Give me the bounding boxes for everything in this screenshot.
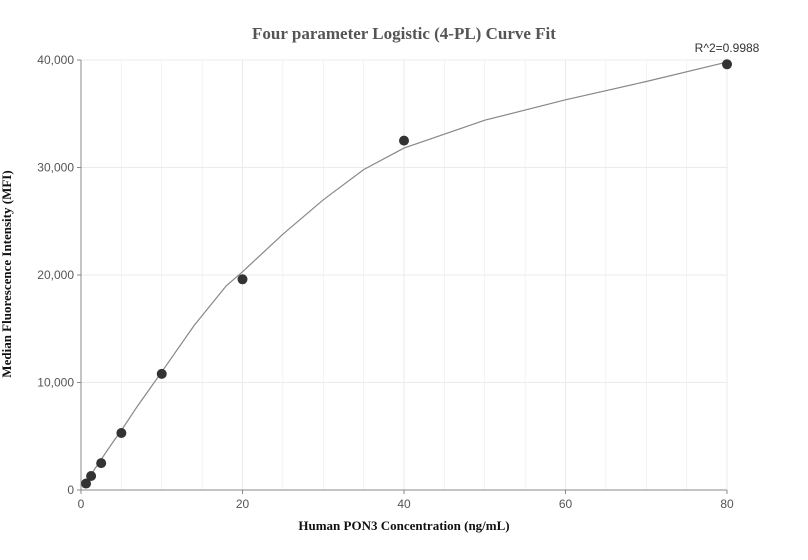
x-tick-label: 0 [78, 497, 85, 511]
x-axis-label: Human PON3 Concentration (ng/mL) [298, 518, 509, 533]
data-points [81, 59, 732, 489]
data-point [96, 458, 107, 469]
data-point [399, 135, 409, 146]
y-tick-label: 20,000 [37, 268, 74, 282]
y-tick-label: 40,000 [37, 53, 74, 67]
x-tick-label: 60 [559, 497, 573, 511]
tick-labels: 0 20 40 60 80 0 10,000 20,000 30,000 40,000 [37, 53, 734, 511]
x-tick-label: 40 [397, 497, 411, 511]
data-point [237, 274, 248, 285]
r-squared-annotation: R^2=0.9988 [695, 41, 760, 55]
x-tick-label: 20 [236, 497, 250, 511]
y-tick-label: 0 [67, 483, 74, 497]
y-axis-label: Median Fluorescence Intensity (MFI) [0, 170, 14, 377]
chart-title: Four parameter Logistic (4-PL) Curve Fit [252, 24, 556, 43]
grid [80, 59, 728, 491]
axes [77, 59, 728, 494]
fit-curve [84, 61, 728, 485]
y-tick-label: 10,000 [37, 376, 74, 390]
data-point [116, 428, 127, 439]
y-tick-label: 30,000 [37, 161, 74, 175]
data-point [722, 59, 732, 70]
data-point [156, 368, 167, 379]
data-point [86, 471, 97, 482]
x-tick-label: 80 [720, 497, 734, 511]
data-point [81, 478, 92, 489]
